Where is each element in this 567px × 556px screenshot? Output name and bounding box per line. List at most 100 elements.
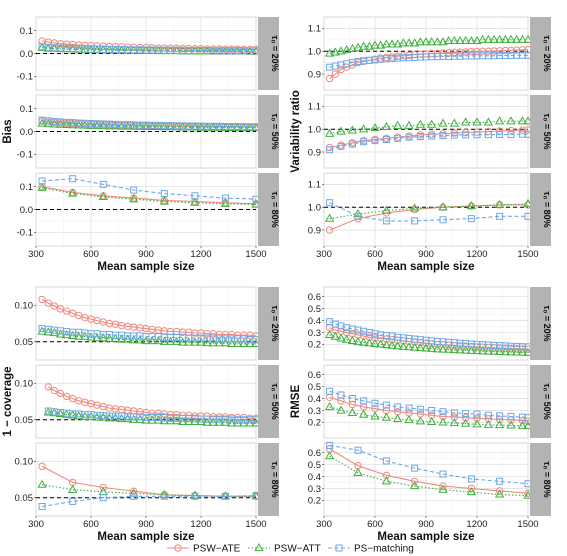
legend-item-psw-att: PSW−ATT [248, 542, 321, 555]
data-point [147, 336, 157, 345]
data-point [416, 405, 424, 413]
data-point [472, 346, 482, 355]
data-point [523, 490, 533, 499]
data-point [364, 338, 375, 347]
y-tick-label: 1.0 [308, 203, 321, 214]
data-point [365, 333, 374, 341]
x-axis-title: Mean sample size [377, 531, 474, 543]
data-point [443, 35, 454, 45]
data-point [388, 335, 396, 344]
data-point [392, 341, 403, 350]
series-ps-matching [38, 43, 260, 55]
series-psw-att [324, 401, 533, 430]
data-point [415, 343, 426, 352]
series-line [329, 390, 529, 419]
data-point [415, 416, 426, 425]
series-line [41, 178, 257, 200]
data-point [353, 42, 363, 51]
data-point [450, 48, 459, 57]
y-tick-label: 0.0 [20, 205, 33, 216]
facet-strip-label: τ₀ = 80% [270, 461, 280, 497]
x-tick-label: 300 [316, 519, 332, 530]
series-psw-att [37, 182, 261, 208]
data-point [50, 386, 59, 395]
data-point [130, 487, 138, 495]
y-tick-label: 0.4 [308, 394, 321, 405]
y-tick-label: 0.2 [308, 418, 321, 429]
data-point [467, 215, 475, 223]
panel-1: 0.20.30.40.50.6 τ₀ = 20% [308, 286, 552, 361]
data-point [159, 489, 169, 498]
data-point [382, 217, 390, 225]
data-point [507, 130, 515, 138]
y-tick-label: 0.05 [15, 337, 34, 348]
data-point [394, 403, 402, 411]
data-point [472, 35, 482, 45]
data-point [190, 197, 200, 206]
data-point [392, 413, 403, 422]
data-point [506, 420, 516, 429]
data-point [129, 121, 139, 130]
data-point [208, 338, 218, 347]
legend-marker [254, 542, 264, 552]
data-point [358, 124, 369, 133]
data-point [473, 131, 481, 139]
data-point [171, 416, 182, 425]
series-line [41, 187, 257, 206]
y-tick-label: 0.05 [15, 493, 34, 504]
data-point [428, 132, 436, 140]
x-axis-title: Mean sample size [97, 261, 194, 273]
data-point [450, 409, 458, 417]
data-point [74, 331, 84, 340]
data-point [360, 397, 368, 405]
data-point [208, 122, 218, 131]
panel-1: 0.05 0.10 τ₀ = 20% [15, 286, 280, 361]
data-point [37, 326, 47, 335]
data-point [460, 345, 471, 354]
data-point [438, 202, 448, 211]
data-point [483, 419, 494, 428]
data-point [221, 492, 229, 500]
data-point [507, 126, 515, 135]
data-point [426, 37, 437, 46]
series-psw-att [324, 329, 533, 356]
series-line [329, 204, 528, 231]
series-line [41, 47, 256, 53]
facet-strip-label: τ₀ = 50% [542, 113, 552, 149]
data-point [439, 412, 447, 421]
data-point [517, 34, 528, 43]
y-tick-label: 0.10 [15, 457, 34, 468]
x-tick-label: 300 [316, 249, 332, 260]
data-point [358, 409, 369, 418]
data-point [381, 121, 392, 131]
panel-3: -0.1 0.0 0.1 τ₀ = 80% 300 600 900 1200 1500 [17, 172, 280, 260]
data-point [494, 489, 505, 498]
data-point [496, 412, 504, 420]
data-point [160, 492, 168, 500]
data-point [171, 336, 182, 345]
data-point [98, 412, 108, 421]
legend: PSW−ATE PSW−ATT PS−matching [167, 542, 414, 555]
data-point [130, 186, 138, 194]
data-point [341, 334, 352, 343]
facet-strip-label: τ₀ = 20% [270, 305, 280, 341]
data-point [489, 34, 499, 43]
data-point [484, 411, 492, 419]
y-tick-label: 0.10 [15, 301, 34, 312]
data-point [473, 47, 481, 56]
data-point [336, 126, 346, 135]
data-point [410, 477, 419, 485]
facet-strip-label: τ₀ = 50% [270, 383, 280, 419]
data-point [484, 415, 493, 423]
data-point [74, 120, 84, 129]
data-point [494, 34, 505, 43]
data-point [462, 409, 470, 417]
data-point [153, 415, 163, 424]
y-tick-label: 0.5 [308, 460, 321, 471]
data-point [226, 122, 237, 131]
data-point [426, 343, 437, 352]
data-point [324, 48, 335, 57]
data-point [483, 34, 494, 43]
data-point [165, 416, 176, 425]
panel-1: -0.1 0.0 0.1 τ₀ = 20% [17, 16, 280, 91]
